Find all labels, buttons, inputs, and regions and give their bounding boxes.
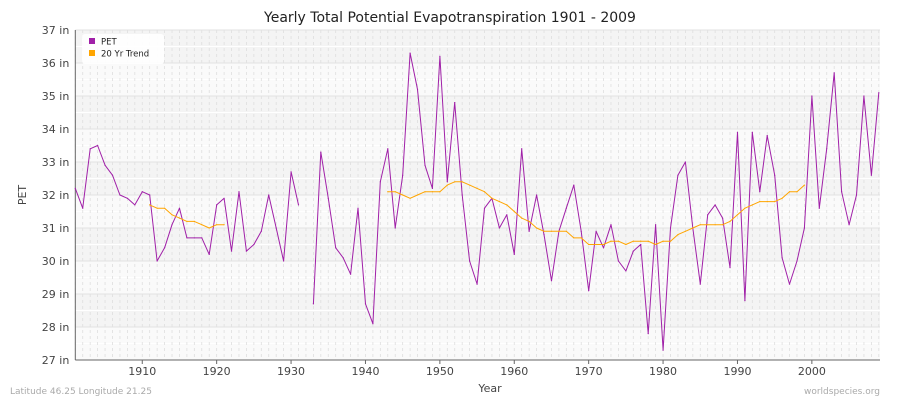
x-tick-label: 1920 [203, 365, 231, 378]
y-tick-label: 37 in [42, 24, 70, 37]
legend-swatch-pet [89, 38, 95, 44]
x-axis-label: Year [477, 382, 502, 395]
y-tick-label: 33 in [42, 156, 70, 169]
legend: PET 20 Yr Trend [82, 34, 164, 64]
legend-label-trend: 20 Yr Trend [101, 50, 149, 60]
y-tick-label: 31 in [42, 222, 70, 235]
y-tick-label: 28 in [42, 321, 70, 334]
location-label: Latitude 46.25 Longitude 21.25 [10, 387, 152, 397]
y-tick-label: 35 in [42, 90, 70, 103]
legend-label-pet: PET [101, 38, 117, 48]
x-tick-label: 1940 [351, 365, 379, 378]
y-tick-label: 32 in [42, 189, 70, 202]
y-tick-label: 30 in [42, 255, 70, 268]
y-axis-label: PET [16, 185, 29, 206]
y-tick-label: 27 in [42, 354, 70, 367]
legend-swatch-trend [89, 50, 95, 56]
pet-series-line [74, 52, 880, 351]
x-tick-label: 2000 [798, 365, 826, 378]
y-tick-label: 29 in [42, 288, 70, 301]
x-tick-label: 1990 [723, 365, 751, 378]
y-tick-label: 34 in [42, 123, 70, 136]
source-label: worldspecies.org [804, 387, 880, 397]
y-tick-label: 36 in [42, 57, 70, 70]
x-tick-label: 1910 [128, 365, 156, 378]
trend-series-line [149, 181, 805, 245]
x-tick-label: 1950 [426, 365, 454, 378]
x-tick-label: 1970 [575, 365, 603, 378]
x-tick-label: 1980 [649, 365, 677, 378]
chart-title: Yearly Total Potential Evapotranspiratio… [263, 10, 636, 26]
x-tick-label: 1960 [500, 365, 528, 378]
x-tick-label: 1930 [277, 365, 305, 378]
